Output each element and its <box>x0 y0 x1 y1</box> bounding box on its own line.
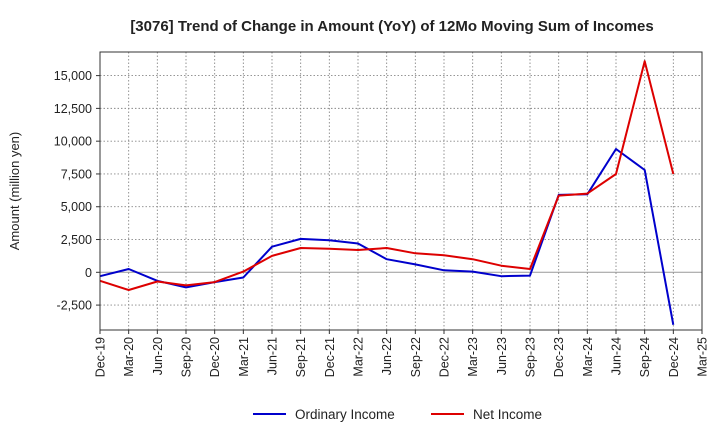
chart-title: [3076] Trend of Change in Amount (YoY) o… <box>130 18 653 35</box>
plot-frame <box>99 51 703 331</box>
series-line-1 <box>99 60 675 291</box>
grid <box>100 52 702 330</box>
y-tick-label: 12,500 <box>54 102 92 116</box>
x-tick-label: Sep-23 <box>524 337 538 377</box>
x-tick-label: Mar-21 <box>237 337 251 377</box>
y-tick-label: 10,000 <box>54 135 92 149</box>
y-tick-label: 15,000 <box>54 69 92 83</box>
x-tick-label: Dec-22 <box>438 337 452 377</box>
x-ticks: Dec-19 Mar-20 Jun-20 Sep-20 Dec-20 Mar-21 Jun-… <box>94 330 710 377</box>
x-tick-label: Mar-25 <box>696 337 710 377</box>
x-tick-label: Jun-21 <box>266 337 280 375</box>
x-tick-label: Jun-22 <box>380 337 394 375</box>
x-tick-label: Sep-22 <box>409 337 423 377</box>
x-tick-label: Dec-24 <box>667 337 681 377</box>
x-tick-label: Dec-19 <box>94 337 108 377</box>
x-tick-label: Mar-20 <box>122 337 136 377</box>
x-tick-label: Jun-24 <box>610 337 624 375</box>
x-tick-label: Sep-21 <box>294 337 308 377</box>
series-lines <box>99 60 675 325</box>
y-tick-label: 2,500 <box>61 233 92 247</box>
y-tick-label: 7,500 <box>61 167 92 181</box>
legend: Ordinary Income Net Income <box>253 407 542 422</box>
y-tick-label: -2,500 <box>57 299 92 313</box>
x-tick-label: Sep-24 <box>638 337 652 377</box>
x-tick-label: Mar-24 <box>581 337 595 377</box>
x-tick-label: Dec-20 <box>208 337 222 377</box>
y-tick-label: 5,000 <box>61 200 92 214</box>
x-tick-label: Dec-23 <box>552 337 566 377</box>
legend-label-1: Net Income <box>473 407 542 422</box>
y-axis-label: Amount (million yen) <box>7 132 22 251</box>
y-tick-label: 0 <box>85 266 92 280</box>
x-tick-label: Jun-23 <box>495 337 509 375</box>
x-tick-label: Jun-20 <box>151 337 165 375</box>
x-tick-label: Dec-21 <box>323 337 337 377</box>
y-ticks: -2,500 0 2,500 5,000 7,500 10,000 12,500 15,000 <box>54 69 100 313</box>
x-tick-label: Mar-23 <box>466 337 480 377</box>
x-tick-label: Mar-22 <box>352 337 366 377</box>
x-tick-label: Sep-20 <box>180 337 194 377</box>
legend-label-0: Ordinary Income <box>295 407 395 422</box>
